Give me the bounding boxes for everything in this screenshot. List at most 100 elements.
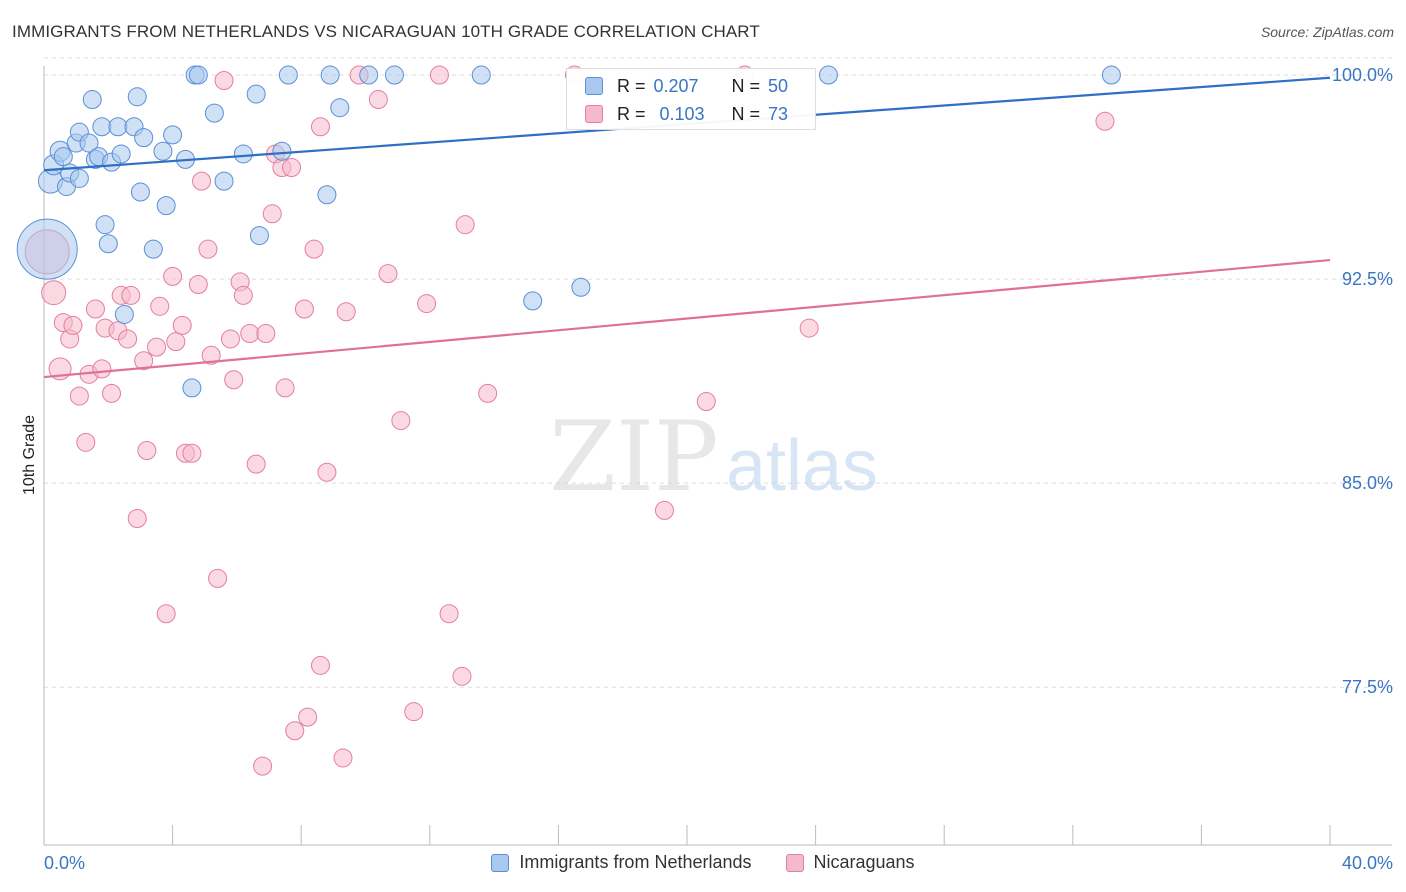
data-point-netherlands <box>214 171 234 191</box>
watermark-zip: ZIP <box>549 401 718 513</box>
n-label: N = <box>731 75 761 96</box>
data-point-nicaraguans <box>69 386 89 406</box>
data-point-nicaraguans <box>172 315 192 335</box>
data-point-nicaraguans <box>147 337 167 357</box>
data-point-nicaraguans <box>118 329 138 349</box>
data-point-netherlands <box>272 141 292 161</box>
data-point-nicaraguans <box>439 604 459 624</box>
data-point-netherlands <box>153 141 173 161</box>
data-point-nicaraguans <box>182 443 202 463</box>
data-point-nicaraguans <box>275 378 295 398</box>
data-point-nicaraguans <box>246 454 266 474</box>
data-point-nicaraguans <box>150 296 170 316</box>
data-point-nicaraguans <box>799 318 819 338</box>
trend-line-nicaraguans <box>43 258 1331 379</box>
data-point-netherlands <box>69 168 89 188</box>
data-point-nicaraguans <box>137 441 157 460</box>
data-point-nicaraguans <box>429 65 449 85</box>
series-legend: Immigrants from Netherlands Nicaraguans <box>0 852 1406 873</box>
r-value: 0.207 <box>653 75 699 96</box>
data-point-netherlands <box>330 98 350 118</box>
data-point-nicaraguans <box>310 117 330 137</box>
legend-swatch-nicaraguans <box>785 853 804 872</box>
data-point-netherlands <box>82 90 102 110</box>
data-point-nicaraguans <box>696 392 716 412</box>
y-tick-label: 92.5% <box>1342 269 1393 289</box>
stats-legend: R = 0.207 N = 50 R = 0.103 N = 73 <box>566 68 816 130</box>
data-point-netherlands <box>278 65 298 85</box>
data-point-nicaraguans <box>224 370 244 390</box>
legend-item-nicaraguans[interactable]: Nicaraguans <box>785 852 915 873</box>
data-point-nicaraguans <box>166 332 186 352</box>
data-point-nicaraguans <box>127 509 147 529</box>
data-point-nicaraguans <box>455 215 475 235</box>
data-point-nicaraguans <box>654 500 674 520</box>
data-point-nicaraguans <box>41 280 67 306</box>
data-point-nicaraguans <box>134 351 154 371</box>
legend-label-netherlands: Immigrants from Netherlands <box>519 852 752 872</box>
legend-label-nicaraguans: Nicaraguans <box>813 852 915 872</box>
watermark-atlas: atlas <box>726 426 878 506</box>
data-point-nicaraguans <box>240 324 260 344</box>
data-point-nicaraguans <box>233 285 253 305</box>
data-point-netherlands <box>188 65 208 85</box>
data-point-nicaraguans <box>285 721 305 741</box>
data-point-nicaraguans <box>1095 111 1115 131</box>
axes <box>43 66 1392 846</box>
data-point-nicaraguans <box>76 432 96 452</box>
x-tick-label: 40.0% <box>1342 853 1393 873</box>
data-point-nicaraguans <box>298 707 318 727</box>
watermark: ZIP atlas <box>549 401 878 513</box>
data-point-netherlands <box>111 144 131 164</box>
data-point-nicaraguans <box>417 294 437 314</box>
data-point-netherlands <box>95 215 115 235</box>
data-point-netherlands <box>233 144 253 164</box>
data-point-nicaraguans <box>333 748 353 768</box>
data-point-nicaraguans <box>156 604 176 624</box>
data-point-netherlands <box>246 84 266 104</box>
y-tick-label: 77.5% <box>1342 677 1393 697</box>
data-point-netherlands <box>384 65 404 85</box>
n-value: 73 <box>768 103 789 124</box>
data-point-netherlands <box>163 125 183 145</box>
chart-title: IMMIGRANTS FROM NETHERLANDS VS NICARAGUA… <box>12 22 760 41</box>
data-point-nicaraguans <box>201 345 221 365</box>
tick-labels: 77.5% 85.0% 92.5% 100.0% 0.0% 40.0% <box>44 65 1393 873</box>
n-value: 50 <box>768 75 789 96</box>
data-point-nicaraguans <box>253 756 273 776</box>
data-point-nicaraguans <box>220 329 240 349</box>
x-tick-label: 0.0% <box>44 853 85 873</box>
stats-row-netherlands: R = 0.207 N = 50 <box>585 75 788 97</box>
data-point-nicaraguans <box>294 299 314 319</box>
data-point-netherlands <box>571 277 591 297</box>
legend-swatch-netherlands <box>491 853 510 872</box>
data-point-nicaraguans <box>121 285 141 305</box>
data-point-nicaraguans <box>92 359 112 379</box>
r-label: R = <box>617 75 646 96</box>
y-tick-label: 85.0% <box>1342 473 1393 493</box>
data-point-nicaraguans <box>478 383 498 403</box>
data-point-netherlands <box>98 234 118 254</box>
data-point-netherlands <box>114 304 134 324</box>
data-point-nicaraguans <box>63 315 83 335</box>
data-point-netherlands <box>92 117 112 137</box>
legend-item-netherlands[interactable]: Immigrants from Netherlands <box>491 852 752 873</box>
data-point-netherlands <box>818 65 838 85</box>
data-point-netherlands <box>320 65 340 85</box>
data-point-netherlands <box>471 65 491 85</box>
data-point-nicaraguans <box>317 462 337 482</box>
data-point-nicaraguans <box>404 702 424 722</box>
n-label: N = <box>731 103 761 124</box>
data-point-nicaraguans <box>85 299 105 319</box>
data-point-nicaraguans <box>368 90 388 110</box>
data-point-nicaraguans <box>262 204 282 224</box>
stats-row-nicaraguans: R = 0.103 N = 73 <box>585 103 788 125</box>
data-point-nicaraguans <box>282 158 302 178</box>
data-point-netherlands <box>127 87 147 107</box>
data-point-nicaraguans <box>102 383 122 403</box>
data-point-netherlands <box>79 133 99 153</box>
data-point-nicaraguans <box>336 302 356 322</box>
data-point-nicaraguans <box>163 266 183 286</box>
data-point-netherlands <box>523 291 543 311</box>
